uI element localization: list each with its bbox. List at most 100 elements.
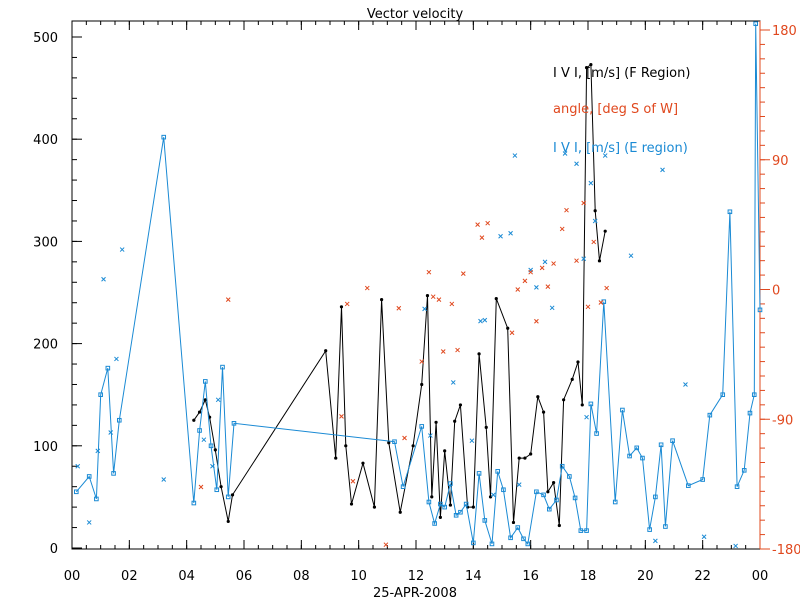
data-point (612, 499, 618, 505)
y-tick-label-right: -180 (772, 543, 800, 558)
y-tick-label-right: 90 (772, 154, 789, 169)
data-point (432, 521, 437, 526)
data-point (192, 418, 196, 422)
data-point (727, 209, 733, 215)
data-point (581, 256, 587, 262)
data-point (398, 510, 402, 514)
data-point (485, 220, 491, 226)
x-tick-label: 16 (522, 569, 539, 584)
data-point (620, 407, 625, 413)
data-point (197, 428, 202, 433)
data-point (426, 269, 432, 275)
x-tick-label: 20 (637, 569, 654, 584)
data-point (567, 474, 572, 479)
data-point (640, 455, 645, 461)
data-point (361, 461, 365, 465)
data-point (210, 463, 215, 469)
data-point (604, 285, 609, 291)
data-point (324, 349, 328, 353)
data-point (753, 21, 759, 27)
y-tick-label-left: 0 (50, 542, 58, 557)
data-point (349, 502, 354, 506)
data-point (584, 528, 589, 533)
data-point (511, 520, 516, 525)
data-point (436, 297, 442, 302)
data-point (686, 483, 691, 488)
legend-entry: I V I, [m/s] (F Region) (553, 66, 690, 81)
x-tick-label: 00 (752, 569, 769, 584)
data-point (554, 497, 559, 503)
data-point (475, 222, 480, 227)
data-point (495, 469, 500, 474)
data-point (747, 410, 753, 416)
data-point (434, 420, 438, 424)
data-point (482, 317, 488, 323)
data-point (469, 438, 475, 444)
data-point (477, 352, 481, 356)
data-point (214, 487, 220, 493)
data-point (588, 401, 594, 407)
data-point (111, 471, 116, 476)
data-point (585, 304, 591, 310)
data-point (220, 364, 225, 370)
data-point (226, 519, 230, 524)
data-point (98, 392, 103, 397)
data-point (422, 306, 427, 312)
data-point (484, 425, 488, 430)
data-point (203, 398, 207, 402)
data-point (741, 468, 747, 473)
data-point (545, 284, 551, 289)
data-point (594, 431, 599, 436)
y-axis-left: 0 100 200 300 400 500 (33, 31, 82, 557)
data-point (420, 382, 424, 387)
data-point (491, 492, 496, 498)
data-point (215, 397, 221, 403)
data-point (539, 265, 545, 271)
legend-entry: angle, [deg S of W] (553, 102, 678, 117)
series-3 (198, 200, 609, 548)
series-0 (192, 62, 607, 528)
data-point (498, 233, 503, 239)
data-point (440, 349, 446, 354)
data-point (213, 448, 217, 452)
data-point (628, 253, 634, 259)
data-point (515, 525, 521, 530)
x-tick-label: 02 (121, 569, 138, 584)
data-point (559, 463, 565, 469)
y-tick-label-left: 400 (33, 133, 58, 148)
data-point (219, 485, 223, 489)
data-point (427, 433, 433, 438)
x-tick-label: 00 (64, 569, 81, 584)
data-point (430, 294, 436, 300)
data-point (438, 501, 443, 507)
data-point (522, 278, 528, 284)
data-point (75, 463, 81, 469)
data-point (203, 379, 208, 384)
data-point (364, 285, 370, 291)
data-point (344, 301, 350, 307)
data-point (542, 259, 548, 265)
data-point (701, 534, 707, 540)
data-point (117, 417, 122, 423)
data-point (74, 489, 79, 495)
y-tick-label-left: 300 (33, 235, 58, 250)
data-point (515, 287, 521, 292)
data-point (419, 424, 425, 429)
data-point (574, 161, 579, 167)
x-tick-label: 14 (465, 569, 482, 584)
y-tick-label-left: 200 (33, 338, 58, 353)
data-point (426, 499, 432, 505)
x-tick-label: 08 (293, 569, 310, 584)
data-point (108, 430, 114, 435)
data-point (700, 477, 705, 482)
data-point (564, 207, 569, 213)
data-point (627, 453, 632, 459)
data-point (455, 347, 460, 353)
data-point (523, 456, 527, 460)
data-point (534, 489, 539, 495)
data-point (191, 500, 197, 506)
data-point (506, 326, 510, 330)
y-axis-right: -180 -90 0 90 180 (759, 21, 800, 558)
data-point (488, 495, 493, 499)
data-point (225, 494, 231, 500)
